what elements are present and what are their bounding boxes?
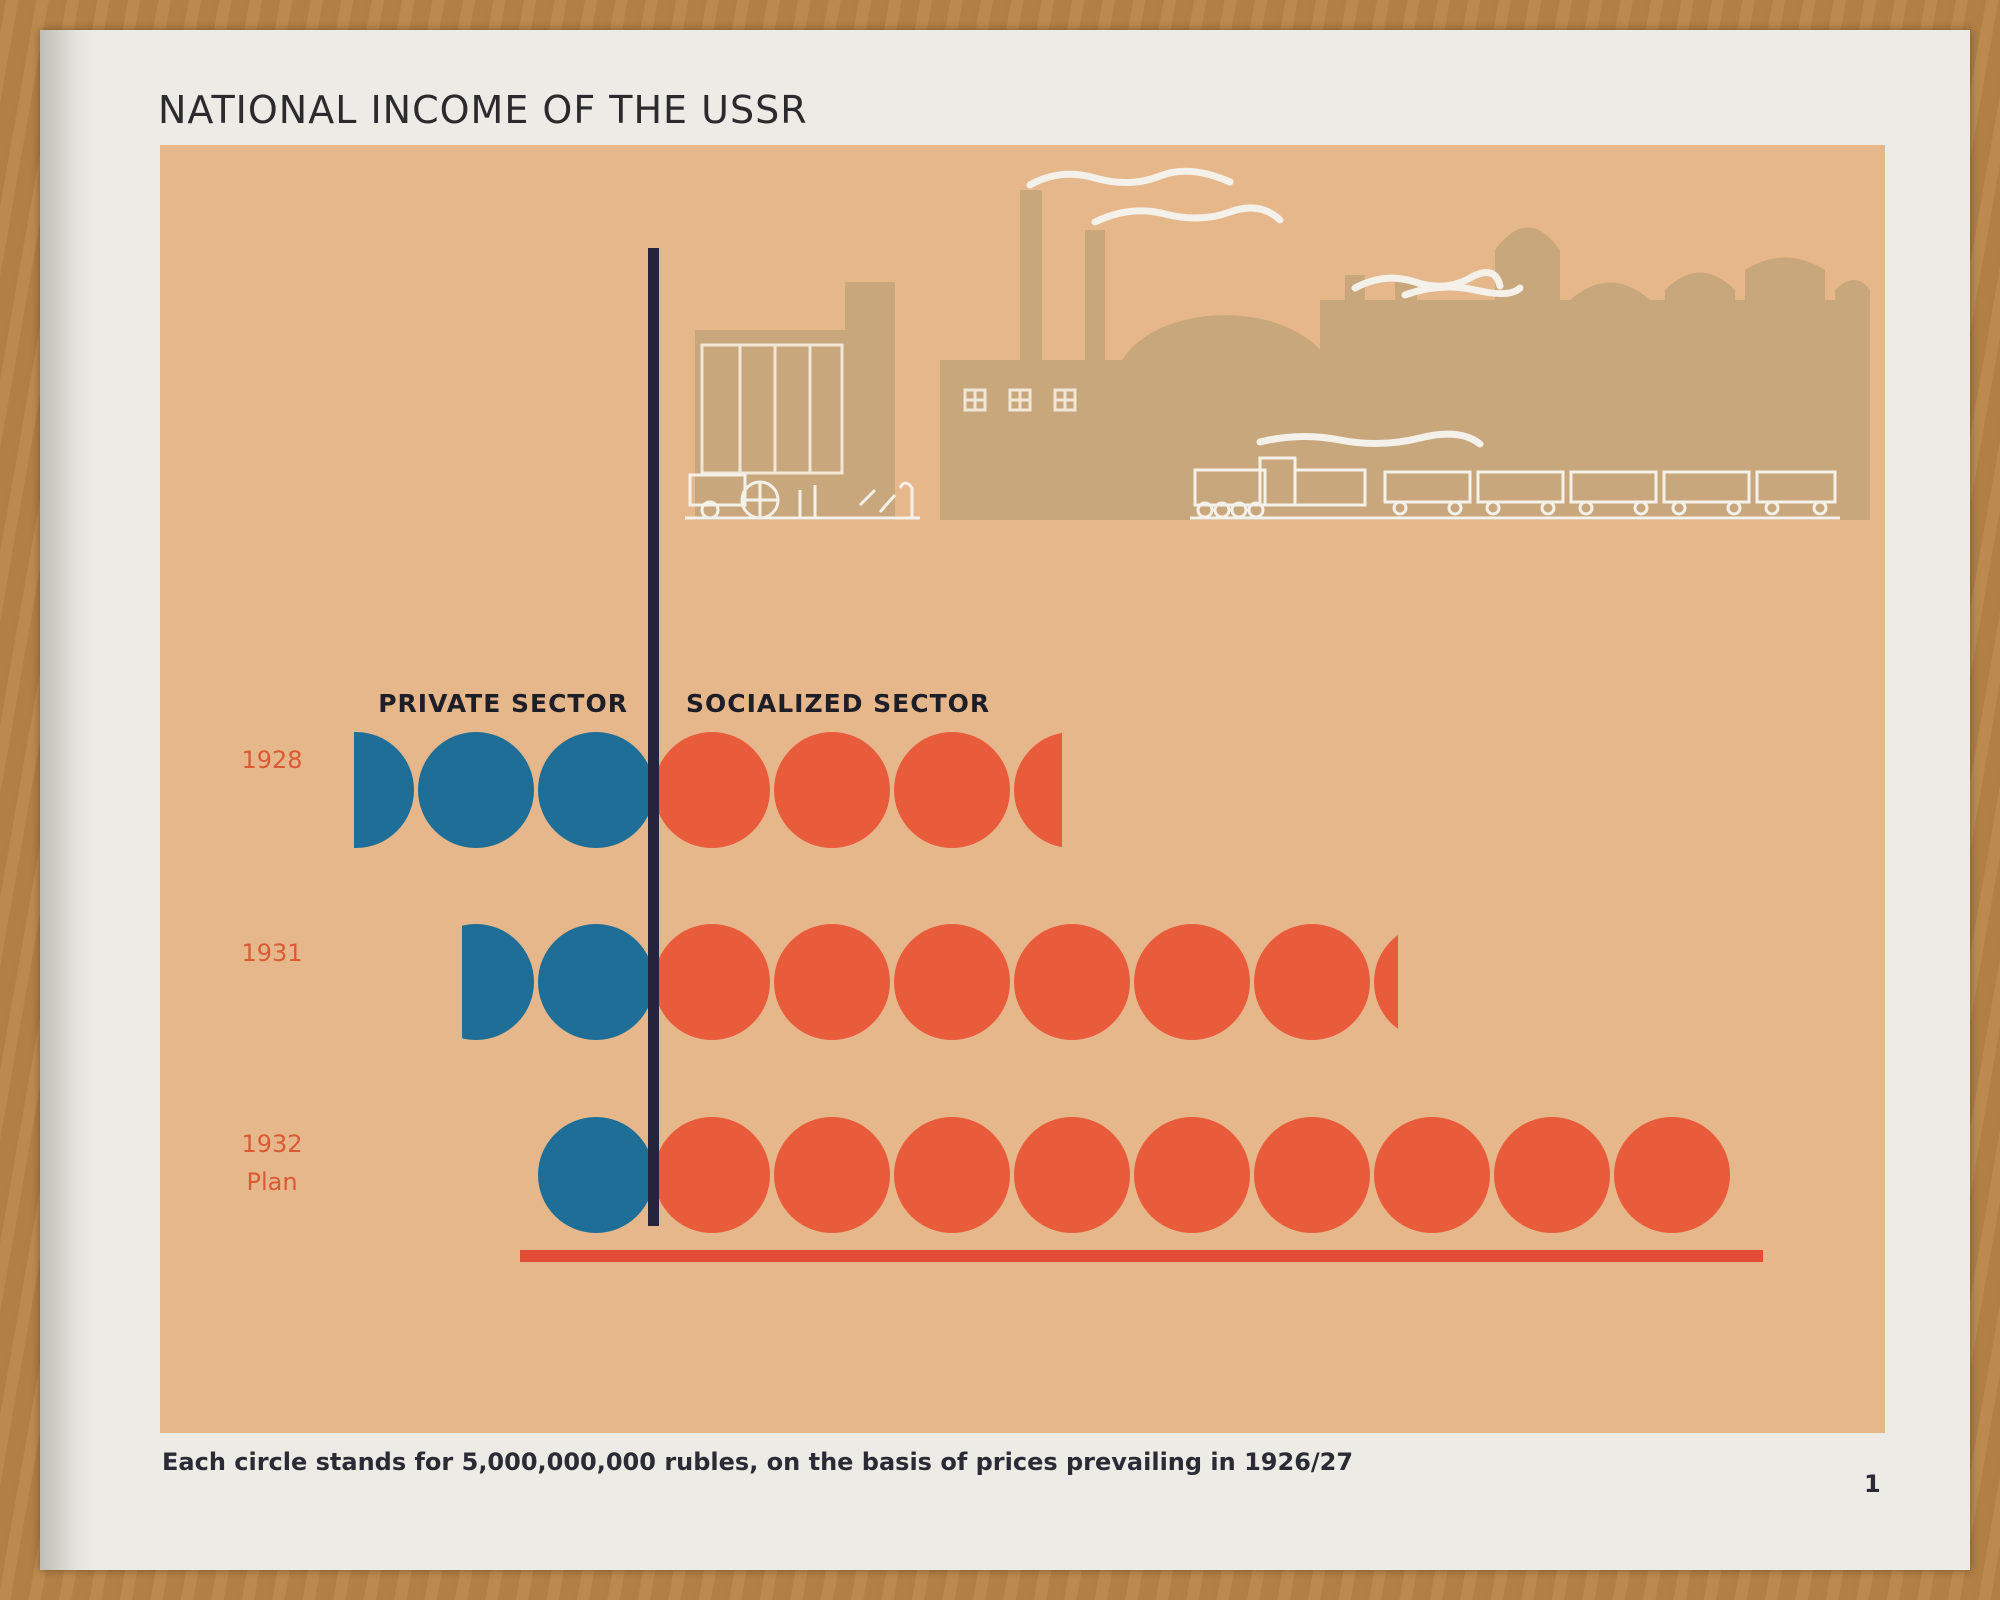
series-label-socialized: SOCIALIZED SECTOR bbox=[686, 689, 990, 718]
socialized-circle bbox=[654, 1117, 770, 1233]
socialized-circle bbox=[1134, 1117, 1250, 1233]
wheel-icon bbox=[1812, 500, 1828, 516]
steam-locomotive-icon bbox=[1190, 456, 1840, 520]
socialized-circle bbox=[1254, 1117, 1370, 1233]
private-circle bbox=[538, 732, 654, 848]
wheel-icon bbox=[1633, 500, 1649, 516]
wheel-icon bbox=[1578, 500, 1594, 516]
socialized-circle bbox=[774, 924, 890, 1040]
category-label: Plan bbox=[246, 1168, 297, 1196]
private-circle bbox=[462, 924, 534, 1040]
socialized-circle bbox=[654, 732, 770, 848]
socialized-circle bbox=[894, 924, 1010, 1040]
category-labels: 1928 1931 1932 Plan bbox=[241, 746, 302, 1196]
private-circle bbox=[538, 1117, 654, 1233]
sector-divider-line bbox=[648, 248, 659, 1226]
socialized-circle bbox=[654, 924, 770, 1040]
socialized-circle bbox=[1614, 1117, 1730, 1233]
category-label: 1932 bbox=[241, 1130, 302, 1158]
socialized-circle bbox=[894, 1117, 1010, 1233]
socialized-circle bbox=[774, 732, 890, 848]
socialized-circle bbox=[774, 1117, 890, 1233]
page-binding bbox=[40, 30, 95, 1570]
socialized-circle bbox=[1014, 732, 1062, 848]
page-number: 1 bbox=[1864, 1470, 1881, 1498]
private-circle bbox=[538, 924, 654, 1040]
chart-footnote: Each circle stands for 5,000,000,000 rub… bbox=[162, 1448, 1354, 1476]
page-title: NATIONAL INCOME OF THE USSR bbox=[158, 88, 808, 132]
wheel-icon bbox=[1485, 500, 1501, 516]
private-circle bbox=[354, 732, 414, 848]
socialized-circle bbox=[1134, 924, 1250, 1040]
wheel-icon bbox=[1726, 500, 1742, 516]
tractor-icon bbox=[685, 473, 920, 520]
category-label: 1928 bbox=[241, 746, 302, 774]
chart-baseline bbox=[520, 1250, 1763, 1262]
chart-circles bbox=[354, 732, 1730, 1233]
socialized-circle bbox=[1014, 924, 1130, 1040]
wheel-icon bbox=[1764, 500, 1780, 516]
socialized-circle bbox=[1374, 935, 1398, 1029]
socialized-circle bbox=[1254, 924, 1370, 1040]
wheel-icon bbox=[1392, 500, 1408, 516]
grain-elevator-icon bbox=[695, 330, 850, 520]
series-label-private: PRIVATE SECTOR bbox=[378, 689, 628, 718]
factory-skyline-illustration bbox=[685, 167, 1870, 520]
private-circle bbox=[418, 732, 534, 848]
socialized-circle bbox=[894, 732, 1010, 848]
socialized-circle bbox=[1374, 1117, 1490, 1233]
socialized-circle bbox=[1014, 1117, 1130, 1233]
category-label: 1931 bbox=[241, 939, 302, 967]
wheel-icon bbox=[1540, 500, 1556, 516]
wheel-icon bbox=[1671, 500, 1687, 516]
socialized-circle bbox=[1494, 1117, 1610, 1233]
wheel-icon bbox=[1447, 500, 1463, 516]
